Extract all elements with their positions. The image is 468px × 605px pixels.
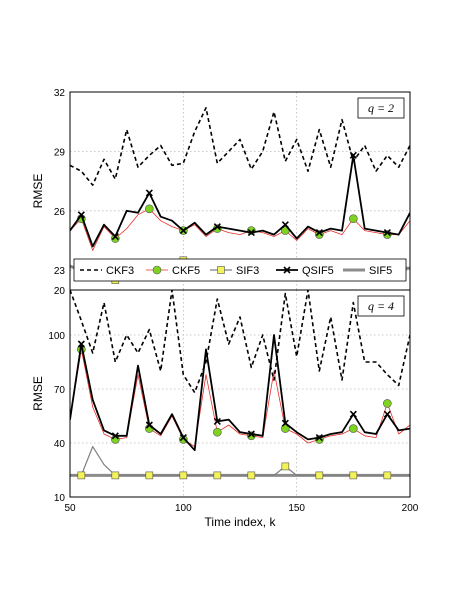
legend-entry-ckf3: CKF3	[80, 265, 134, 277]
panel-label: q = 4	[368, 299, 394, 313]
y-tick-label: 10	[54, 493, 66, 504]
sif3-point	[349, 471, 358, 480]
qsif5-point	[213, 417, 221, 425]
legend-marker	[217, 266, 225, 274]
panel-label-box	[357, 295, 405, 317]
ckf5-point	[349, 214, 358, 224]
sif3-point	[179, 471, 188, 480]
series-line-ckf3	[70, 290, 410, 394]
qsif5-point	[77, 211, 85, 219]
sif3-point	[111, 471, 120, 480]
legend-box	[73, 258, 407, 282]
qsif5-point	[145, 189, 153, 197]
sif3-point	[145, 471, 154, 480]
y-tick-label: 29	[54, 147, 66, 158]
y-tick-label: 40	[54, 439, 66, 450]
series-group	[70, 107, 410, 284]
ckf5-point	[213, 427, 222, 437]
legend-marker	[283, 266, 291, 274]
qsif5-point	[281, 419, 289, 427]
legend-label: QSIF5	[302, 265, 334, 277]
y-axis-label: RMSE	[31, 174, 45, 209]
qsif5-point	[247, 229, 255, 237]
qsif5-point	[383, 410, 391, 418]
legend-entry-sif3: SIF3	[210, 265, 259, 277]
x-tick-label: 200	[402, 503, 419, 514]
qsif5-point	[145, 421, 153, 429]
qsif5-point	[281, 221, 289, 229]
ckf5-point	[145, 204, 154, 214]
ckf5-point	[349, 424, 358, 433]
grid	[69, 290, 411, 498]
series-line-qsif5	[70, 334, 410, 452]
legend-label: SIF3	[236, 265, 259, 277]
sif3-point	[247, 471, 256, 480]
qsif5-point	[77, 340, 85, 348]
bottom-panel: 10 40 70 100 20 50 100 150 200 RMSE Time index, k q…	[31, 286, 419, 529]
legend: CKF3 CKF5 SIF3 QSIF5 SIF5	[73, 258, 407, 282]
qsif5-point	[213, 223, 221, 231]
y-axis-label: RMSE	[31, 376, 45, 411]
sif3-point	[281, 462, 290, 471]
ckf5-point	[383, 399, 392, 408]
qsif5-point	[179, 434, 187, 442]
legend-label: CKF3	[106, 265, 134, 277]
x-tick-label: 150	[288, 503, 305, 514]
series-line-ckf3	[70, 107, 410, 186]
x-tick-label: 50	[64, 503, 76, 514]
qsif5-point	[111, 432, 119, 440]
y-tick-label: 20	[54, 286, 66, 297]
y-tick-label: 23	[54, 266, 66, 277]
y-tick-label: 70	[54, 385, 66, 396]
legend-label: CKF5	[172, 265, 200, 277]
qsif5-point	[247, 430, 255, 438]
qsif5-point	[179, 227, 187, 235]
x-tick-label: 100	[175, 503, 192, 514]
ckf5-point	[179, 435, 188, 444]
sif3-point	[213, 471, 222, 480]
sif3-point	[77, 471, 86, 480]
series-line-ckf5	[70, 208, 410, 251]
series-line-qsif5	[70, 154, 410, 248]
axes-frame	[69, 289, 411, 498]
sif3-point	[383, 471, 392, 480]
qsif5-point	[111, 232, 119, 241]
sif3-point	[315, 471, 324, 480]
x-axis-label: Time index, k	[205, 515, 277, 529]
ckf5-point	[281, 424, 290, 433]
panel-label-box	[357, 97, 405, 119]
qsif5-point	[315, 229, 323, 237]
y-tick-label: 100	[48, 331, 65, 342]
qsif5-point	[349, 410, 357, 418]
y-tick-label: 26	[54, 207, 66, 218]
qsif5-point	[349, 151, 357, 159]
qsif5-point	[315, 434, 323, 442]
panel-label: q = 2	[368, 101, 394, 115]
qsif5-point	[383, 229, 391, 237]
y-tick-label: 32	[54, 88, 66, 99]
legend-entry-ckf5: CKF5	[146, 265, 200, 277]
series-group	[70, 290, 410, 480]
legend-marker	[152, 265, 162, 275]
legend-label: SIF5	[369, 265, 392, 277]
legend-entry-sif5: SIF5	[343, 265, 392, 277]
series-line-sif3	[70, 446, 410, 476]
legend-entry-qsif5: QSIF5	[276, 265, 334, 277]
